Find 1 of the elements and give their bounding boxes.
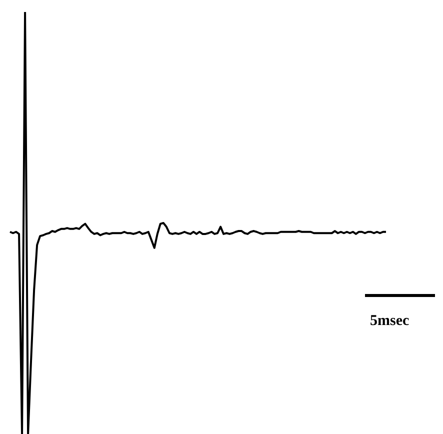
- annotation: 5msec: [370, 313, 410, 330]
